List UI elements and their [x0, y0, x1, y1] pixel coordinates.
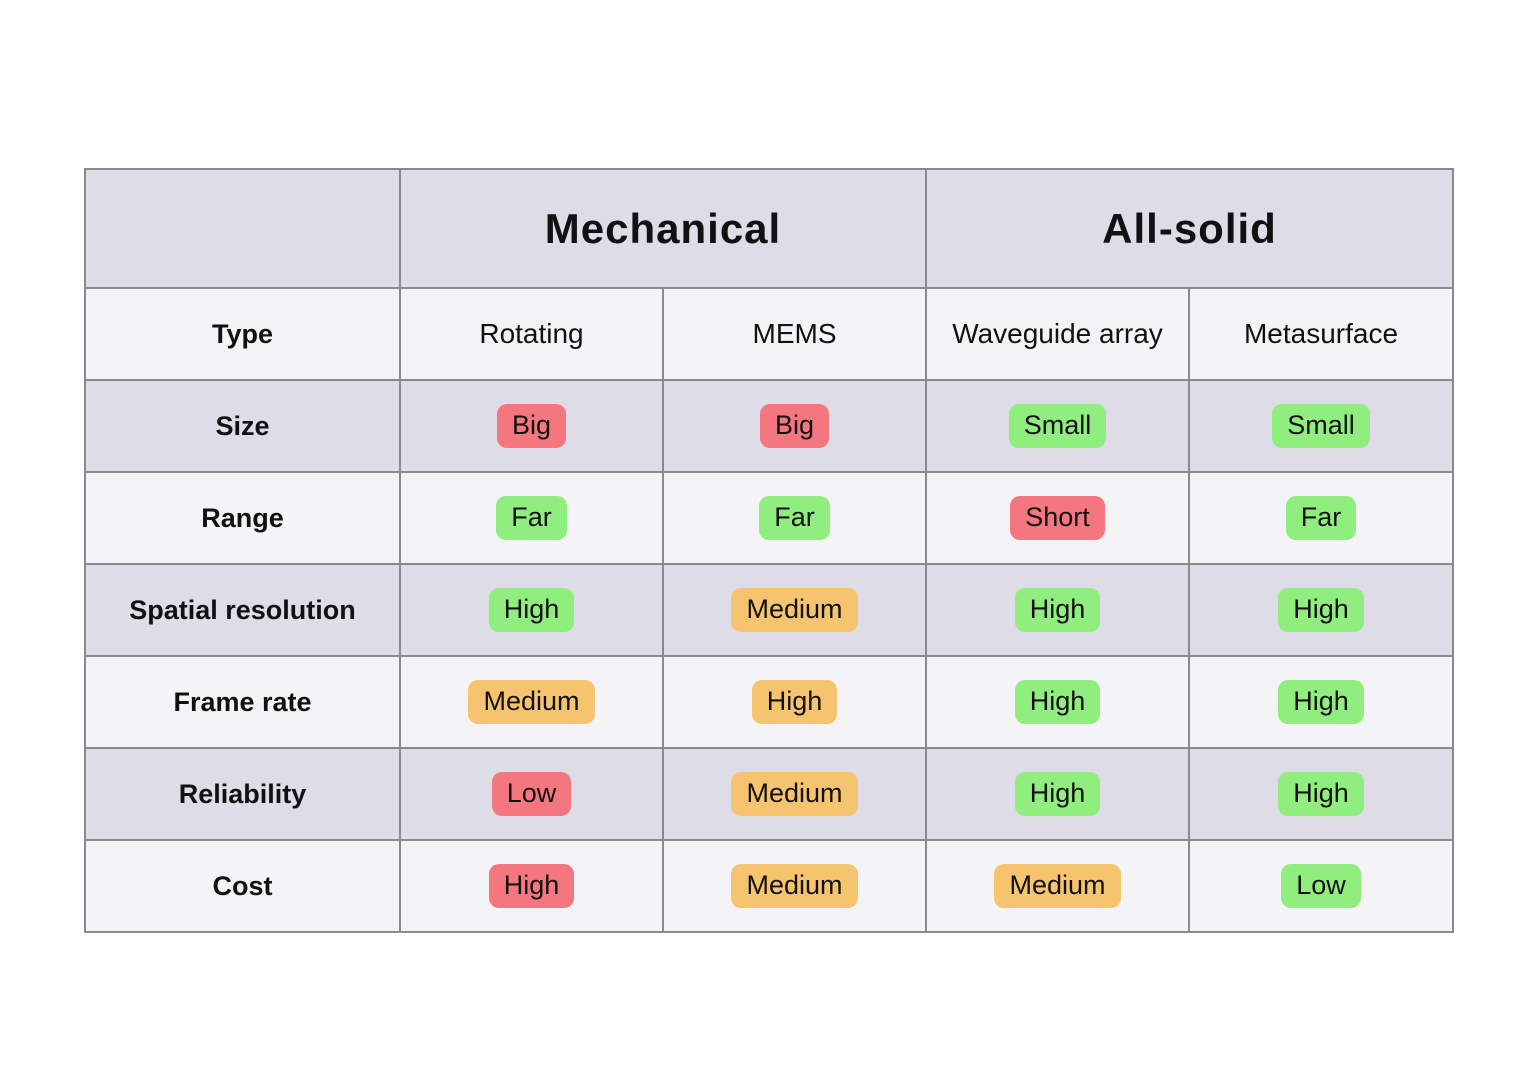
column-header-mems: MEMS — [662, 287, 927, 381]
rating-badge: High — [751, 680, 838, 724]
table-row-cost: Cost High Medium Medium Low — [84, 839, 1455, 933]
rating-badge: Big — [496, 404, 567, 448]
rating-badge: Low — [1281, 864, 1361, 908]
rating-badge: Far — [1285, 496, 1357, 540]
rating-badge: Medium — [731, 588, 858, 632]
group-header-all-solid: All-solid — [924, 168, 1455, 289]
row-label-type: Type — [84, 287, 401, 381]
rating-badge: High — [1278, 772, 1364, 816]
rating-badge: Medium — [731, 864, 858, 908]
rating-badge: Far — [496, 496, 567, 540]
rating-badge: Small — [1008, 404, 1107, 448]
column-header-metasurface: Metasurface — [1187, 287, 1455, 381]
rating-badge: High — [488, 588, 575, 632]
table-row-groups: Mechanical All-solid — [84, 168, 1455, 289]
rating-badge: High — [1278, 680, 1364, 724]
row-label-spatial-resolution: Spatial resolution — [84, 563, 401, 657]
corner-cell — [84, 168, 401, 289]
table-row-size: Size Big Big Small Small — [84, 379, 1455, 473]
rating-badge: Low — [491, 772, 572, 816]
rating-badge: Small — [1272, 404, 1370, 448]
comparison-table: Mechanical All-solid Type Rotating MEMS … — [84, 168, 1455, 933]
rating-badge: High — [1278, 588, 1364, 632]
rating-badge: High — [488, 864, 575, 908]
row-label-size: Size — [84, 379, 401, 473]
table-row-frame-rate: Frame rate Medium High High High — [84, 655, 1455, 749]
rating-badge: Short — [1010, 496, 1105, 540]
column-header-rotating: Rotating — [399, 287, 664, 381]
row-label-range: Range — [84, 471, 401, 565]
row-label-reliability: Reliability — [84, 747, 401, 841]
rating-badge: Medium — [994, 864, 1121, 908]
table-row-reliability: Reliability Low Medium High High — [84, 747, 1455, 841]
rating-badge: Far — [759, 496, 830, 540]
row-label-frame-rate: Frame rate — [84, 655, 401, 749]
group-header-mechanical: Mechanical — [399, 168, 927, 289]
table-row-spatial-resolution: Spatial resolution High Medium High High — [84, 563, 1455, 657]
rating-badge: High — [1014, 588, 1101, 632]
table-row-type: Type Rotating MEMS Waveguide array Metas… — [84, 287, 1455, 381]
rating-badge: High — [1014, 772, 1101, 816]
row-label-cost: Cost — [84, 839, 401, 933]
rating-badge: Medium — [468, 680, 595, 724]
rating-badge: Big — [759, 404, 830, 448]
column-header-waveguide-array: Waveguide array — [925, 287, 1190, 381]
rating-badge: Medium — [731, 772, 858, 816]
table-row-range: Range Far Far Short Far — [84, 471, 1455, 565]
rating-badge: High — [1014, 680, 1101, 724]
